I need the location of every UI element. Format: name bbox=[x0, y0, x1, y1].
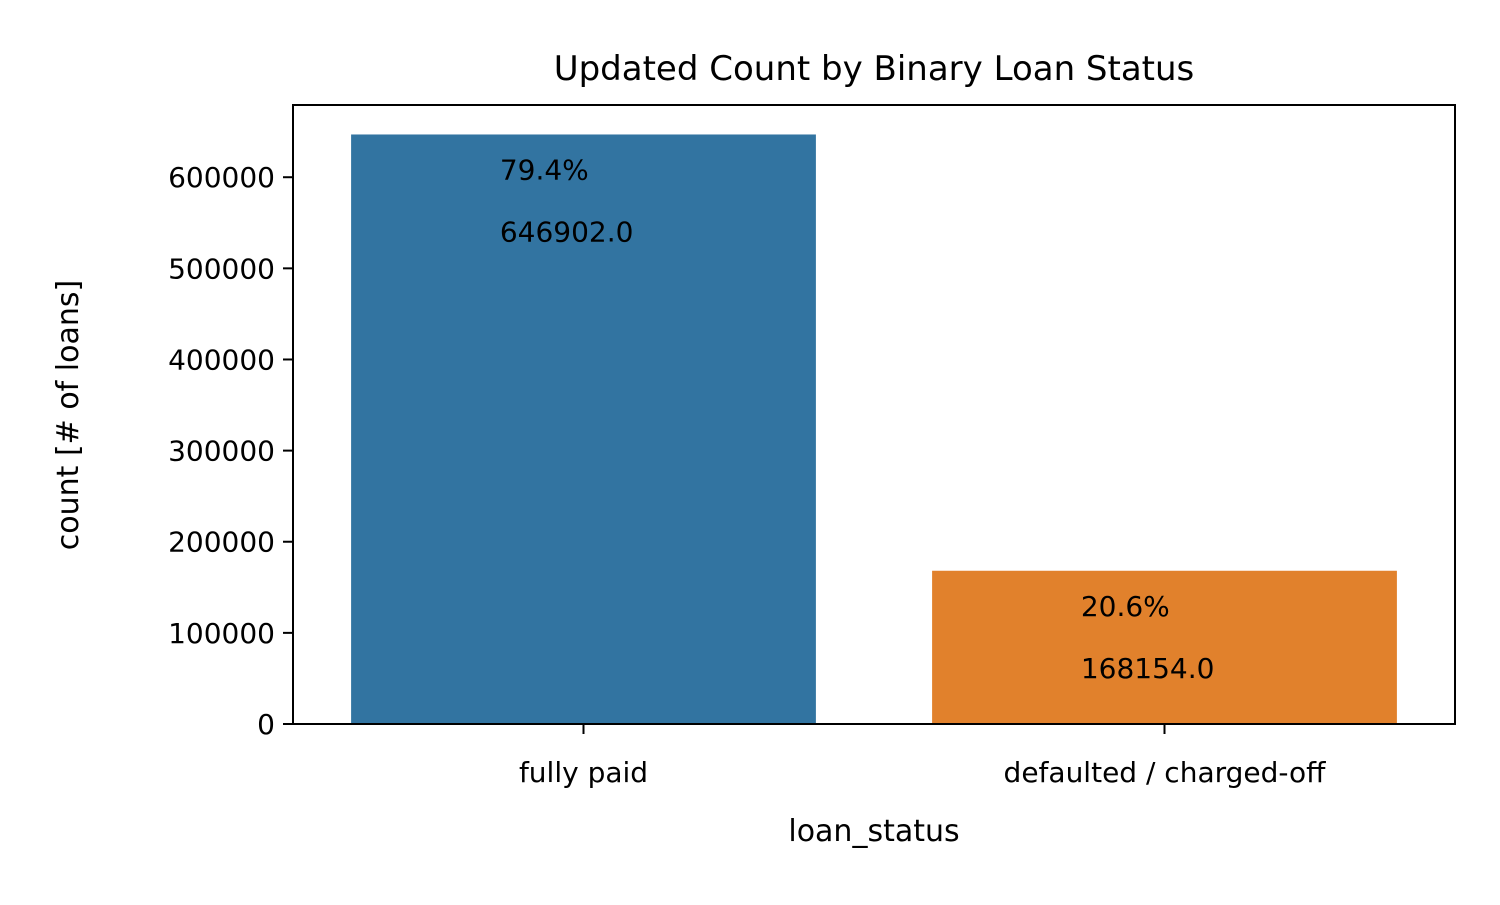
x-axis: fully paid defaulted / charged-off bbox=[519, 724, 1326, 789]
y-tick-label: 0 bbox=[257, 708, 275, 741]
y-axis: 0 100000 200000 300000 400000 500000 600000 bbox=[168, 161, 293, 741]
y-tick-label: 200000 bbox=[168, 526, 275, 559]
bar-1 bbox=[932, 570, 1397, 724]
chart-title: Updated Count by Binary Loan Status bbox=[554, 49, 1195, 89]
x-axis-label: loan_status bbox=[788, 814, 959, 849]
bar-percent-label: 20.6% bbox=[1081, 590, 1170, 623]
y-tick-label: 400000 bbox=[168, 343, 275, 376]
bar-labels-layer: 79.4% 646902.0 20.6% 168154.0 bbox=[500, 153, 1215, 684]
plot-frame bbox=[292, 104, 1456, 725]
bar-value-label: 646902.0 bbox=[500, 215, 634, 248]
bar-value-label: 168154.0 bbox=[1081, 652, 1215, 685]
y-tick-label: 500000 bbox=[168, 252, 275, 285]
y-axis-label: count [# of loans] bbox=[51, 280, 86, 550]
x-tick-label: fully paid bbox=[519, 756, 648, 789]
bars-layer bbox=[351, 134, 1397, 725]
bar-percent-label: 79.4% bbox=[500, 153, 589, 186]
x-tick-label: defaulted / charged-off bbox=[1004, 756, 1327, 789]
y-tick-label: 600000 bbox=[168, 161, 275, 194]
y-tick-label: 300000 bbox=[168, 435, 275, 468]
y-tick-label: 100000 bbox=[168, 617, 275, 650]
bar-0 bbox=[351, 134, 816, 725]
